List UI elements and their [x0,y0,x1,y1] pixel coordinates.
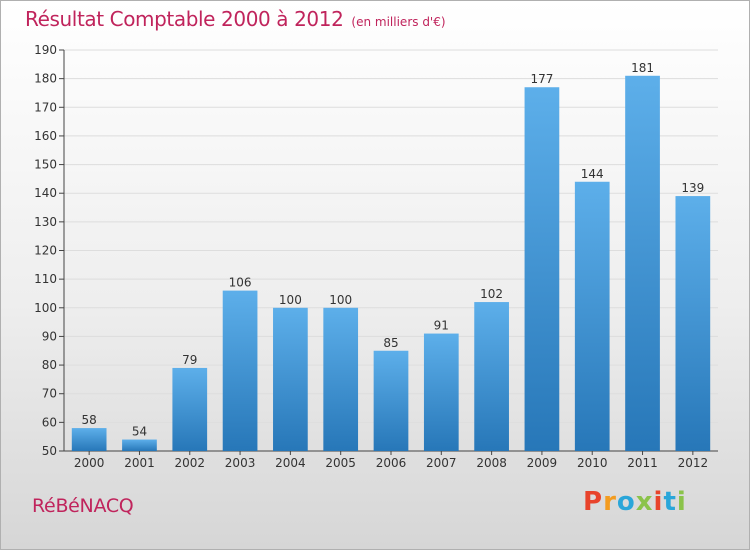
bar [625,75,660,452]
y-tick-label: 140 [34,186,57,200]
y-tick-label: 80 [42,358,57,372]
bar-value-label: 144 [581,167,604,181]
x-tick-label: 2011 [627,456,658,470]
x-tick-label: 2003 [225,456,256,470]
logo-letter: t [663,487,677,517]
chart-title: Résultat Comptable 2000 à 2012 (en millie… [25,7,446,31]
y-tick-label: 70 [42,387,57,401]
bar-value-label: 85 [383,336,398,350]
bar-layer [71,75,711,452]
x-tick-label: 2010 [577,456,608,470]
axis-layer: 50 60 70 80 90 100 110 120 130 140 150 160 170 180 190… [34,43,718,470]
proxiti-logo[interactable]: Proxiti [583,487,687,517]
bar-value-label: 91 [434,319,449,333]
bar [574,181,610,451]
y-tick-label: 170 [34,100,57,114]
bar-value-label: 106 [229,276,252,290]
x-tick-label: 2009 [527,456,558,470]
y-tick-label: 90 [42,329,57,343]
y-tick-label: 120 [34,244,57,258]
commune-name: RéBéNACQ [32,495,134,517]
y-tick-label: 100 [34,301,57,315]
y-tick-label: 60 [42,415,57,429]
y-tick-label: 180 [34,72,57,86]
bar-value-label: 177 [530,72,553,86]
bar-value-label: 100 [329,293,352,307]
bar [71,428,107,451]
x-tick-label: 2007 [426,456,457,470]
y-tick-label: 130 [34,215,57,229]
bar [373,350,409,451]
bar [222,290,258,451]
label-layer: 58 54 79 106 100 100 85 91 102 177 144 181 139 [82,61,705,439]
bar-value-label: 102 [480,287,503,301]
y-tick-label: 150 [34,158,57,172]
logo-letter: r [603,487,617,517]
x-tick-label: 2000 [74,456,105,470]
bar-value-label: 79 [182,353,197,367]
logo-letter: o [616,487,636,517]
bar [323,307,359,451]
bar [122,439,157,451]
bar-value-label: 181 [631,61,654,75]
bar-value-label: 100 [279,293,302,307]
logo-letter: i [653,487,664,517]
y-tick-label: 50 [42,444,57,458]
bar-value-label: 139 [681,181,704,195]
y-tick-label: 160 [34,129,57,143]
x-tick-label: 2004 [275,456,306,470]
y-tick-label: 110 [34,272,57,286]
bar [273,307,308,451]
x-tick-label: 2012 [678,456,709,470]
bar [474,302,509,451]
title-main: Résultat Comptable 2000 à 2012 [25,7,344,31]
logo-letter: i [676,487,687,517]
bar [423,333,459,451]
logo-letter: P [583,487,604,517]
y-tick-label: 190 [34,43,57,57]
bar [524,87,560,451]
logo-letter: x [635,487,654,517]
bar-value-label: 58 [82,413,97,427]
bar [675,196,711,451]
x-tick-label: 2002 [174,456,205,470]
x-tick-label: 2005 [325,456,356,470]
x-tick-label: 2006 [376,456,407,470]
title-unit: (en milliers d'€) [351,15,446,29]
bar [172,367,208,451]
x-tick-label: 2008 [476,456,507,470]
bar-value-label: 54 [132,425,147,439]
x-tick-label: 2001 [124,456,155,470]
